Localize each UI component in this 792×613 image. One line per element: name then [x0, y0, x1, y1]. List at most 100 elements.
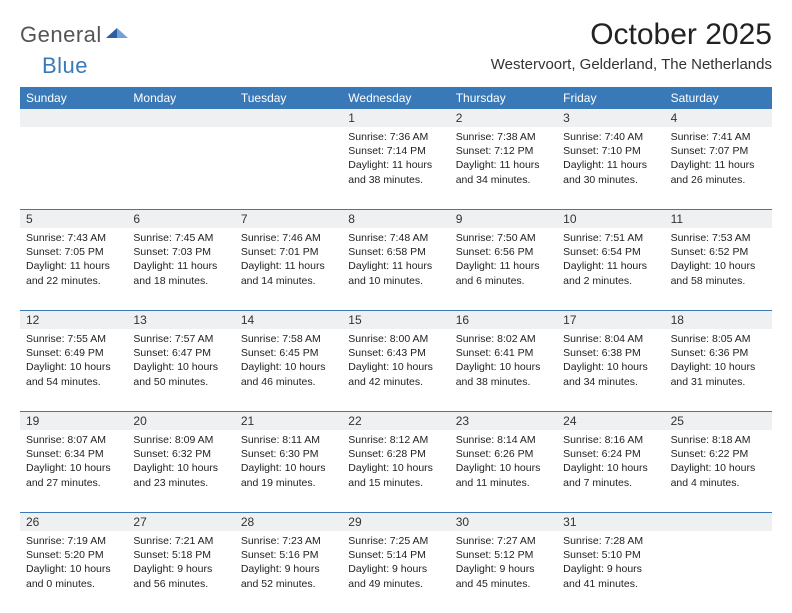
day-cell: Sunrise: 8:18 AMSunset: 6:22 PMDaylight:…: [665, 430, 772, 512]
sunset-line: Sunset: 7:12 PM: [456, 144, 551, 158]
sunrise-line: Sunrise: 7:46 AM: [241, 231, 336, 245]
sunrise-line: Sunrise: 7:28 AM: [563, 534, 658, 548]
day-number: 17: [557, 311, 664, 329]
sunset-line: Sunset: 6:24 PM: [563, 447, 658, 461]
sunrise-line: Sunrise: 8:09 AM: [133, 433, 228, 447]
day-number: 31: [557, 513, 664, 531]
day-number: 27: [127, 513, 234, 531]
day-cell: Sunrise: 7:23 AMSunset: 5:16 PMDaylight:…: [235, 531, 342, 613]
daylight-line: Daylight: 10 hours and 31 minutes.: [671, 360, 766, 388]
sunset-line: Sunset: 6:52 PM: [671, 245, 766, 259]
day-header-cell: Thursday: [450, 87, 557, 109]
day-number: 9: [450, 210, 557, 228]
daylight-line: Daylight: 11 hours and 2 minutes.: [563, 259, 658, 287]
sunset-line: Sunset: 5:14 PM: [348, 548, 443, 562]
daylight-line: Daylight: 11 hours and 18 minutes.: [133, 259, 228, 287]
day-cell: Sunrise: 8:14 AMSunset: 6:26 PMDaylight:…: [450, 430, 557, 512]
sunset-line: Sunset: 6:58 PM: [348, 245, 443, 259]
sunrise-line: Sunrise: 7:25 AM: [348, 534, 443, 548]
sunset-line: Sunset: 6:22 PM: [671, 447, 766, 461]
daylight-line: Daylight: 10 hours and 7 minutes.: [563, 461, 658, 489]
daylight-line: Daylight: 10 hours and 27 minutes.: [26, 461, 121, 489]
day-cell: Sunrise: 7:45 AMSunset: 7:03 PMDaylight:…: [127, 228, 234, 310]
day-number: 8: [342, 210, 449, 228]
daylight-line: Daylight: 10 hours and 58 minutes.: [671, 259, 766, 287]
sunset-line: Sunset: 7:10 PM: [563, 144, 658, 158]
daylight-line: Daylight: 11 hours and 6 minutes.: [456, 259, 551, 287]
day-cell: Sunrise: 7:58 AMSunset: 6:45 PMDaylight:…: [235, 329, 342, 411]
sunrise-line: Sunrise: 8:02 AM: [456, 332, 551, 346]
weeks-container: 1234Sunrise: 7:36 AMSunset: 7:14 PMDayli…: [20, 109, 772, 613]
day-number: [127, 109, 234, 127]
day-number: 28: [235, 513, 342, 531]
sunset-line: Sunset: 6:28 PM: [348, 447, 443, 461]
sunset-line: Sunset: 6:41 PM: [456, 346, 551, 360]
sunset-line: Sunset: 7:05 PM: [26, 245, 121, 259]
sunrise-line: Sunrise: 8:14 AM: [456, 433, 551, 447]
sunset-line: Sunset: 7:01 PM: [241, 245, 336, 259]
day-number: 19: [20, 412, 127, 430]
sunset-line: Sunset: 6:43 PM: [348, 346, 443, 360]
day-number-row: 567891011: [20, 209, 772, 228]
day-cell: Sunrise: 7:21 AMSunset: 5:18 PMDaylight:…: [127, 531, 234, 613]
day-number: [20, 109, 127, 127]
day-number: 20: [127, 412, 234, 430]
sunset-line: Sunset: 7:07 PM: [671, 144, 766, 158]
day-cell: Sunrise: 8:12 AMSunset: 6:28 PMDaylight:…: [342, 430, 449, 512]
day-number: 14: [235, 311, 342, 329]
sunrise-line: Sunrise: 8:12 AM: [348, 433, 443, 447]
daylight-line: Daylight: 9 hours and 45 minutes.: [456, 562, 551, 590]
day-cell: [20, 127, 127, 209]
daylight-line: Daylight: 10 hours and 54 minutes.: [26, 360, 121, 388]
day-number: 4: [665, 109, 772, 127]
day-number: 16: [450, 311, 557, 329]
day-cell: Sunrise: 7:38 AMSunset: 7:12 PMDaylight:…: [450, 127, 557, 209]
daylight-line: Daylight: 11 hours and 30 minutes.: [563, 158, 658, 186]
daylight-line: Daylight: 9 hours and 49 minutes.: [348, 562, 443, 590]
daylight-line: Daylight: 10 hours and 15 minutes.: [348, 461, 443, 489]
day-cell: Sunrise: 7:53 AMSunset: 6:52 PMDaylight:…: [665, 228, 772, 310]
daylight-line: Daylight: 9 hours and 56 minutes.: [133, 562, 228, 590]
day-number: 26: [20, 513, 127, 531]
day-number: 10: [557, 210, 664, 228]
sunrise-line: Sunrise: 7:55 AM: [26, 332, 121, 346]
day-number-row: 19202122232425: [20, 411, 772, 430]
sunrise-line: Sunrise: 7:43 AM: [26, 231, 121, 245]
day-cell: Sunrise: 8:11 AMSunset: 6:30 PMDaylight:…: [235, 430, 342, 512]
daylight-line: Daylight: 11 hours and 10 minutes.: [348, 259, 443, 287]
day-cell: Sunrise: 7:25 AMSunset: 5:14 PMDaylight:…: [342, 531, 449, 613]
day-number: 1: [342, 109, 449, 127]
day-cell: Sunrise: 8:16 AMSunset: 6:24 PMDaylight:…: [557, 430, 664, 512]
day-cell: Sunrise: 7:41 AMSunset: 7:07 PMDaylight:…: [665, 127, 772, 209]
sunrise-line: Sunrise: 7:57 AM: [133, 332, 228, 346]
sunrise-line: Sunrise: 7:53 AM: [671, 231, 766, 245]
day-header-cell: Sunday: [20, 87, 127, 109]
day-cell: Sunrise: 7:48 AMSunset: 6:58 PMDaylight:…: [342, 228, 449, 310]
daylight-line: Daylight: 10 hours and 42 minutes.: [348, 360, 443, 388]
day-number: 21: [235, 412, 342, 430]
sunset-line: Sunset: 6:26 PM: [456, 447, 551, 461]
sunset-line: Sunset: 6:49 PM: [26, 346, 121, 360]
sunrise-line: Sunrise: 7:51 AM: [563, 231, 658, 245]
day-cell: Sunrise: 7:19 AMSunset: 5:20 PMDaylight:…: [20, 531, 127, 613]
sunset-line: Sunset: 7:14 PM: [348, 144, 443, 158]
daylight-line: Daylight: 9 hours and 52 minutes.: [241, 562, 336, 590]
day-cell: Sunrise: 7:27 AMSunset: 5:12 PMDaylight:…: [450, 531, 557, 613]
sunrise-line: Sunrise: 7:36 AM: [348, 130, 443, 144]
daylight-line: Daylight: 10 hours and 4 minutes.: [671, 461, 766, 489]
calendar: SundayMondayTuesdayWednesdayThursdayFrid…: [20, 87, 772, 613]
daylight-line: Daylight: 11 hours and 14 minutes.: [241, 259, 336, 287]
logo-text-blue: Blue: [42, 53, 88, 78]
day-header-row: SundayMondayTuesdayWednesdayThursdayFrid…: [20, 87, 772, 109]
sunrise-line: Sunrise: 7:40 AM: [563, 130, 658, 144]
day-cell: Sunrise: 8:05 AMSunset: 6:36 PMDaylight:…: [665, 329, 772, 411]
day-number: 12: [20, 311, 127, 329]
day-cell: Sunrise: 7:46 AMSunset: 7:01 PMDaylight:…: [235, 228, 342, 310]
day-cell: Sunrise: 7:57 AMSunset: 6:47 PMDaylight:…: [127, 329, 234, 411]
sunrise-line: Sunrise: 7:19 AM: [26, 534, 121, 548]
day-header-cell: Friday: [557, 87, 664, 109]
daylight-line: Daylight: 11 hours and 34 minutes.: [456, 158, 551, 186]
day-number: 5: [20, 210, 127, 228]
day-number: 2: [450, 109, 557, 127]
day-cell: [665, 531, 772, 613]
